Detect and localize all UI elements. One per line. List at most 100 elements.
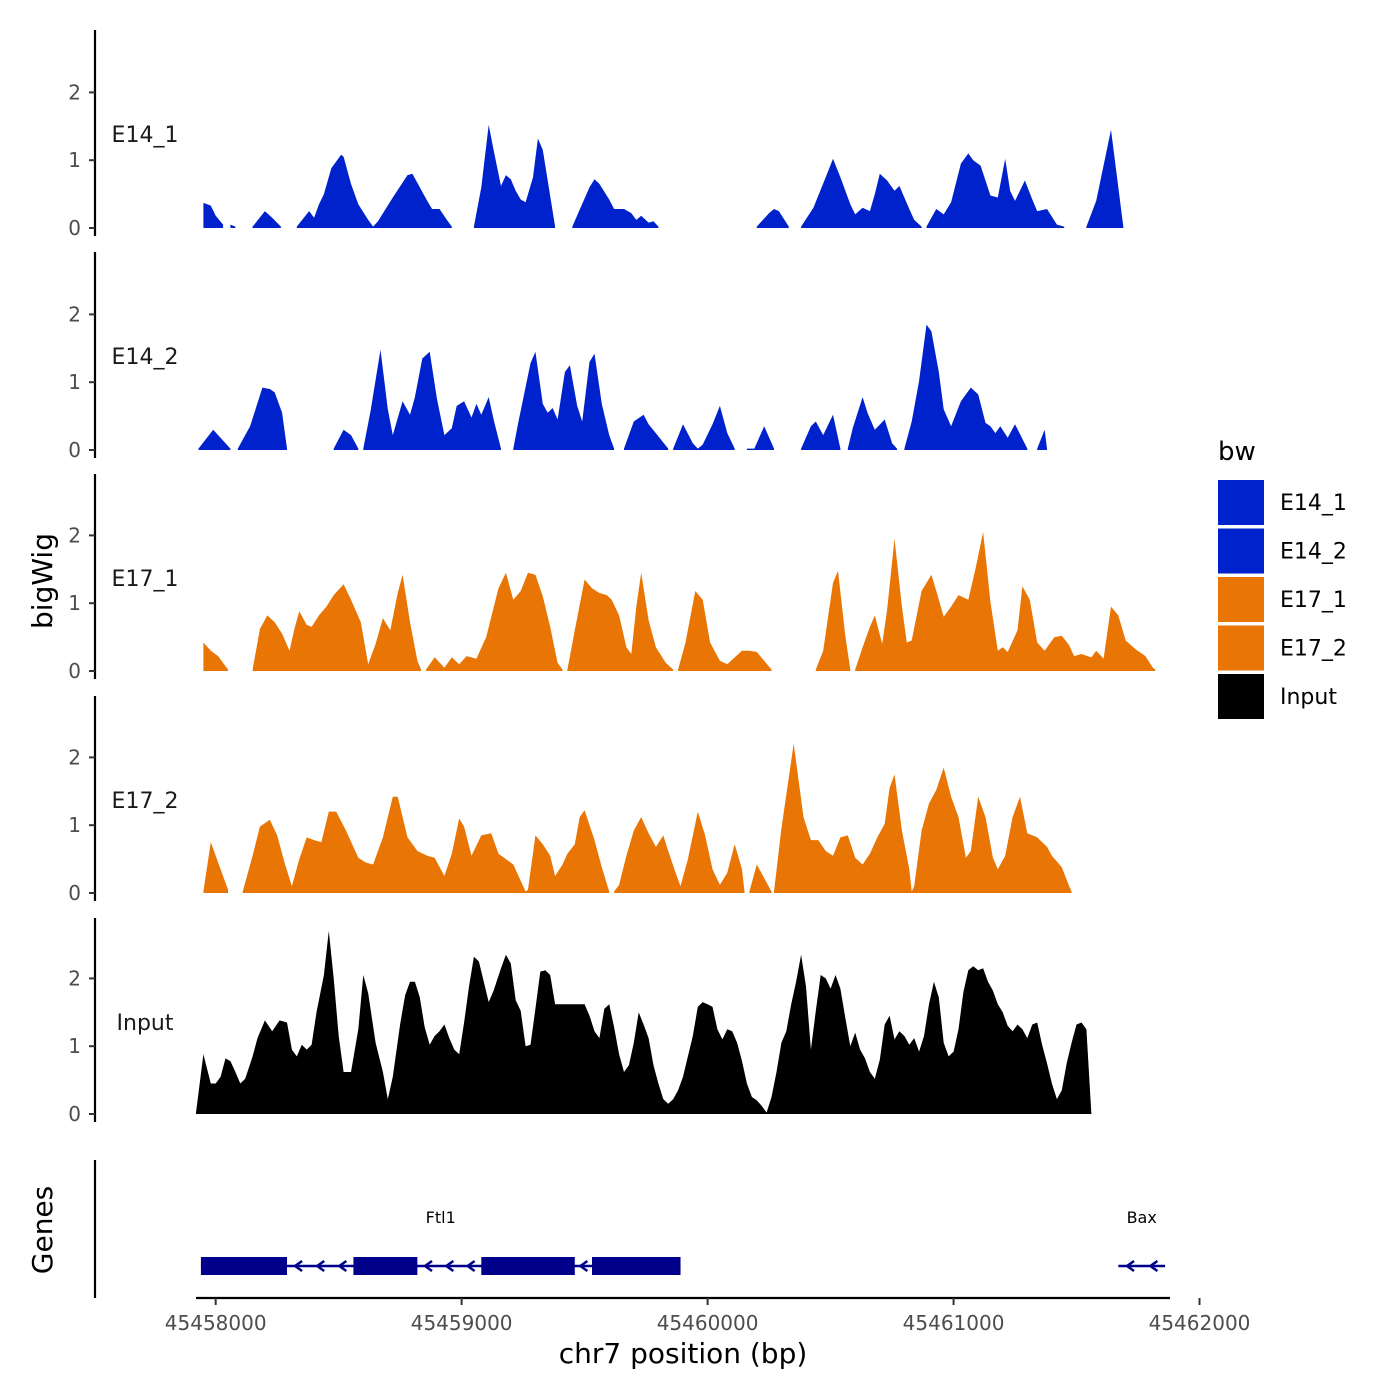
x-axis-title: chr7 position (bp) [559, 1337, 808, 1370]
gene-exon [481, 1257, 575, 1275]
coverage-area-e14-2 [1037, 429, 1047, 450]
coverage-area-e14-1 [801, 158, 922, 228]
coverage-area-e14-2 [513, 351, 615, 450]
legend-title: bw [1218, 437, 1256, 467]
track-label-e17-1: E17_1 [112, 567, 179, 592]
genes-axis-title: Genes [26, 1186, 59, 1274]
track-e14-2: 0 1 2 E14_2 [68, 252, 1047, 462]
coverage-area-e17-1 [203, 642, 228, 671]
coverage-area-e17-2 [774, 743, 1072, 893]
track-input: 0 1 2 Input [68, 918, 1092, 1126]
y-tick-label: 2 [68, 745, 81, 769]
track-e14-1: 0 1 2 E14_1 [68, 30, 1124, 240]
coverage-area-e14-2 [333, 429, 359, 450]
coverage-area-e14-2 [363, 349, 501, 450]
strand-arrow [444, 1259, 455, 1273]
x-tick-label: 45461000 [903, 1311, 1005, 1335]
coverage-area-e14-1 [1086, 129, 1124, 228]
x-tick-label: 45460000 [657, 1311, 759, 1335]
y-tick-label: 1 [68, 591, 81, 615]
coverage-area-e17-1 [567, 572, 674, 671]
legend-label-e14-1: E14_1 [1280, 491, 1347, 516]
coverage-area-e17-1 [252, 574, 422, 671]
legend-swatch-e14-1 [1218, 480, 1264, 525]
strand-arrow [465, 1259, 476, 1273]
coverage-area-e14-2 [746, 426, 774, 450]
gene-label-bax: Bax [1127, 1208, 1157, 1227]
track-label-e14-1: E14_1 [112, 123, 179, 148]
y-tick-label: 1 [68, 148, 81, 172]
track-e17-2: 0 1 2 E17_2 [68, 696, 1072, 905]
legend-swatch-e14-2 [1218, 528, 1264, 574]
track-label-e14-2: E14_2 [112, 345, 179, 370]
legend: bw E14_1 E14_2 E17_1 E17_2 Input [1218, 437, 1347, 719]
coverage-area-e17-2 [614, 811, 745, 893]
coverage-area-e17-2 [203, 842, 228, 893]
y-axis-title: bigWig [26, 533, 59, 629]
y-tick-label: 2 [68, 302, 81, 326]
gene-annotation-panel: Ftl1 Bax [93, 1160, 1166, 1298]
coverage-area-e14-1 [203, 202, 224, 228]
coverage-area-e14-1 [252, 211, 281, 228]
strand-arrow [315, 1259, 325, 1273]
legend-label-e17-2: E17_2 [1280, 637, 1347, 662]
coverage-area-e14-1 [230, 224, 236, 228]
coverage-area-e17-2 [749, 864, 772, 893]
bigwig-tracks: 0 1 2 E14_1 0 1 2 E14_2 0 1 2 E17_1 0 1 2 E17_2 0 1 2 Input [68, 30, 1156, 1126]
gene-exon [591, 1257, 681, 1275]
coverage-area-e14-2 [198, 429, 231, 450]
y-tick-label: 0 [68, 438, 81, 462]
strand-arrow [292, 1259, 303, 1273]
coverage-area-e14-2 [847, 397, 897, 450]
y-tick-label: 2 [68, 80, 81, 104]
y-tick-label: 0 [68, 216, 81, 240]
track-e17-1: 0 1 2 E17_1 [68, 474, 1156, 683]
x-tick-label: 45458000 [165, 1311, 267, 1335]
x-tick-label: 45459000 [411, 1311, 513, 1335]
y-tick-label: 1 [68, 370, 81, 394]
legend-swatch-e17-2 [1218, 625, 1264, 671]
coverage-area-e14-1 [296, 154, 452, 228]
strand-arrow [1124, 1259, 1135, 1273]
coverage-area-e14-1 [756, 209, 789, 228]
coverage-area-e14-2 [673, 405, 735, 450]
y-tick-label: 0 [68, 881, 81, 905]
gene-label-ftl1: Ftl1 [426, 1208, 456, 1227]
coverage-area-e14-2 [624, 414, 669, 450]
strand-arrow [578, 1259, 589, 1273]
track-label-e17-2: E17_2 [112, 789, 179, 814]
coverage-area-e14-1 [926, 153, 1065, 228]
gene-ftl1: Ftl1 [200, 1208, 681, 1275]
x-tick-label: 45462000 [1149, 1311, 1251, 1335]
strand-arrow [337, 1259, 348, 1273]
coverage-area-e17-1 [426, 572, 563, 671]
coverage-area-e17-1 [815, 570, 851, 671]
gene-exon [200, 1257, 288, 1275]
strand-arrow [1148, 1259, 1159, 1273]
coverage-area-e14-2 [237, 387, 287, 450]
track-label-input: Input [117, 1011, 174, 1036]
y-tick-label: 2 [68, 966, 81, 990]
y-tick-label: 1 [68, 1034, 81, 1058]
gene-bax: Bax [1118, 1208, 1166, 1273]
y-tick-label: 2 [68, 523, 81, 547]
coverage-area-e14-2 [801, 414, 841, 450]
legend-label-e17-1: E17_1 [1280, 588, 1347, 613]
legend-swatch-input [1218, 674, 1264, 719]
coverage-area-e17-1 [855, 532, 1156, 671]
coverage-area-e17-2 [242, 796, 610, 893]
coverage-area-e14-1 [572, 179, 659, 228]
y-tick-label: 0 [68, 1102, 81, 1126]
coverage-area-input [196, 930, 1092, 1114]
legend-swatch-e17-1 [1218, 577, 1264, 622]
legend-label-input: Input [1280, 685, 1337, 710]
y-tick-label: 1 [68, 813, 81, 837]
strand-arrow [422, 1259, 433, 1273]
coverage-area-e14-2 [904, 324, 1028, 450]
gene-exon [353, 1257, 418, 1275]
y-tick-label: 0 [68, 659, 81, 683]
legend-label-e14-2: E14_2 [1280, 540, 1347, 565]
coverage-area-e14-1 [473, 124, 556, 228]
coverage-area-e17-1 [678, 591, 772, 671]
